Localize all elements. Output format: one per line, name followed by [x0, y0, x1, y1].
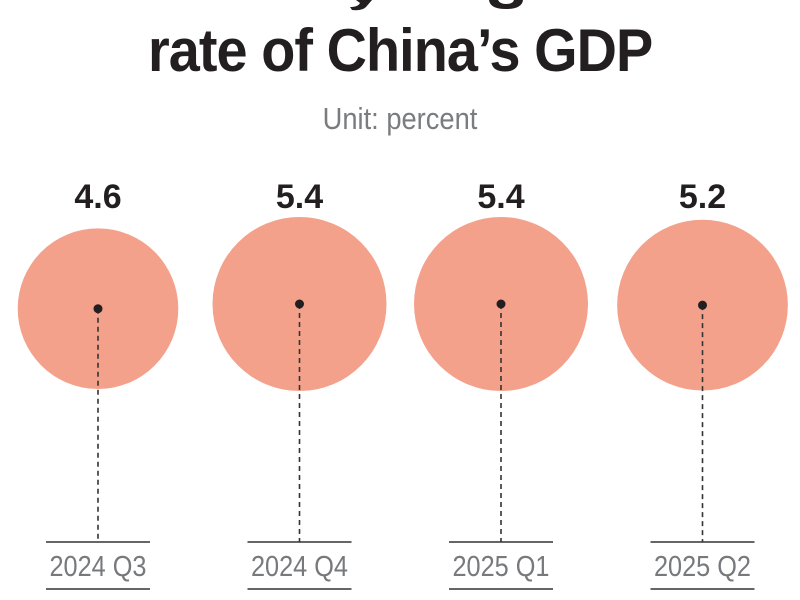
- category-label: 2024 Q4: [251, 551, 348, 583]
- title-cropped-line-fragments: [350, 0, 523, 11]
- bubble-center-dot: [93, 304, 103, 314]
- cropped-letter-y-descender: [350, 0, 372, 11]
- value-label: 5.2: [679, 178, 726, 216]
- category-label: 2024 Q3: [50, 551, 147, 583]
- category-label: 2025 Q1: [453, 551, 550, 583]
- bubble-center-dot: [295, 299, 304, 309]
- value-label: 4.6: [74, 178, 121, 216]
- value-label: 5.4: [276, 178, 323, 216]
- chart-subtitle: Unit: percent: [322, 101, 478, 136]
- cropped-letter-g-descender: [489, 0, 523, 9]
- bubble-center-dot: [496, 299, 506, 309]
- chart-title: rate of China’s GDP: [148, 17, 653, 84]
- bubble-center-dot: [698, 300, 707, 310]
- category-label: 2025 Q2: [654, 551, 751, 583]
- value-label: 5.4: [477, 178, 524, 216]
